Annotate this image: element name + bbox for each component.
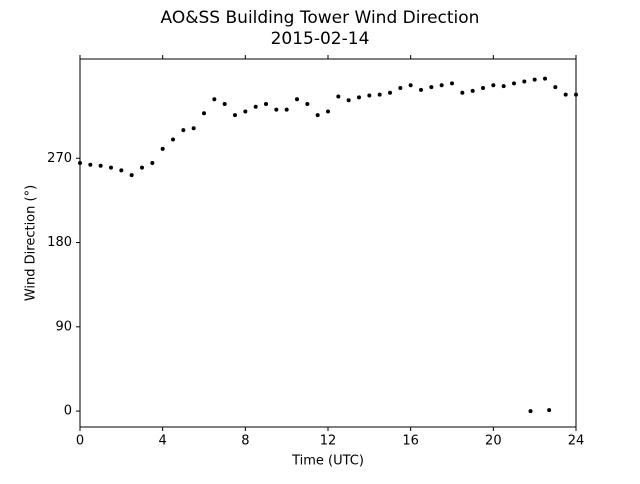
point — [543, 76, 547, 81]
point — [357, 95, 361, 100]
x-tick-label: 16 — [402, 434, 419, 449]
point — [398, 86, 403, 91]
point — [88, 162, 93, 167]
point — [326, 109, 330, 114]
point — [78, 160, 82, 165]
y-tick-label: 0 — [64, 404, 72, 419]
point — [419, 87, 423, 92]
point — [171, 137, 175, 142]
point — [222, 101, 227, 106]
point — [181, 128, 186, 133]
point — [264, 101, 268, 106]
point — [140, 165, 144, 170]
point — [388, 90, 392, 95]
point — [528, 409, 533, 414]
point — [481, 86, 485, 91]
point — [212, 97, 217, 102]
x-axis-label: Time (UTC) — [291, 454, 364, 469]
point — [450, 81, 454, 86]
point — [336, 94, 341, 99]
point — [408, 83, 413, 88]
point — [574, 92, 578, 97]
point — [522, 79, 527, 84]
point — [460, 90, 465, 95]
point — [119, 168, 124, 173]
point — [563, 92, 568, 97]
point — [512, 81, 516, 86]
x-tick-label: 24 — [568, 434, 585, 449]
point — [284, 107, 289, 112]
point — [439, 83, 444, 88]
point — [547, 408, 552, 413]
point — [191, 126, 196, 131]
point — [233, 113, 237, 118]
point — [532, 77, 537, 82]
point — [160, 146, 165, 151]
point — [109, 165, 113, 170]
chart-subtitle: 2015-02-14 — [271, 29, 370, 49]
point — [429, 85, 434, 90]
point — [253, 104, 258, 109]
point — [129, 173, 134, 178]
point — [98, 163, 103, 168]
y-axis-label: Wind Direction (°) — [24, 185, 39, 301]
point — [295, 97, 299, 102]
point — [470, 88, 475, 93]
point — [274, 107, 279, 112]
x-tick-label: 0 — [76, 434, 84, 449]
y-tick-label: 270 — [47, 151, 72, 166]
x-tick-label: 12 — [320, 434, 337, 449]
x-tick-label: 20 — [485, 434, 502, 449]
point — [377, 92, 382, 97]
x-tick-label: 4 — [159, 434, 167, 449]
point — [202, 111, 206, 116]
y-tick-label: 90 — [55, 319, 72, 334]
y-tick-label: 180 — [47, 235, 72, 250]
point — [243, 109, 248, 114]
point — [346, 98, 351, 103]
point — [553, 85, 558, 90]
point — [491, 83, 496, 88]
point — [150, 160, 155, 165]
chart-title: AO&SS Building Tower Wind Direction — [161, 8, 480, 28]
x-tick-label: 8 — [241, 434, 249, 449]
point — [501, 84, 506, 89]
point — [367, 93, 372, 98]
point — [305, 101, 310, 106]
point — [315, 113, 320, 118]
